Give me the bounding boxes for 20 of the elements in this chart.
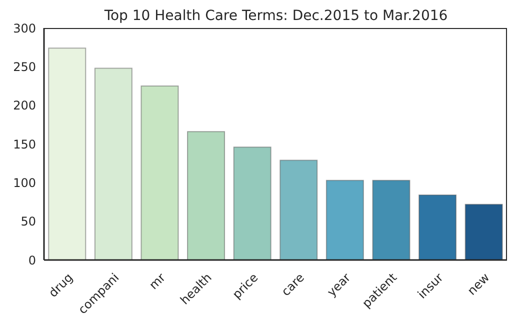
bar	[140, 86, 179, 260]
y-tick-label: 200	[13, 98, 36, 113]
chart-title: Top 10 Health Care Terms: Dec.2015 to Mar.2016	[103, 8, 449, 24]
y-tick-label: 250	[13, 60, 36, 74]
bar	[464, 204, 503, 260]
bar	[372, 180, 410, 260]
x-tick-label: mr	[146, 270, 168, 292]
bar	[280, 160, 318, 260]
bar	[233, 146, 272, 260]
y-tick-label: 50	[20, 214, 36, 229]
bar	[48, 48, 86, 260]
bar	[326, 180, 364, 260]
bar	[94, 68, 132, 260]
x-tick-label: care	[278, 270, 307, 299]
y-tick-label: 100	[13, 176, 36, 190]
bar	[187, 131, 226, 260]
y-tick-label: 0	[28, 253, 36, 268]
y-tick-label: 300	[13, 21, 36, 36]
bar	[418, 194, 457, 260]
y-tick-label: 150	[13, 137, 36, 152]
